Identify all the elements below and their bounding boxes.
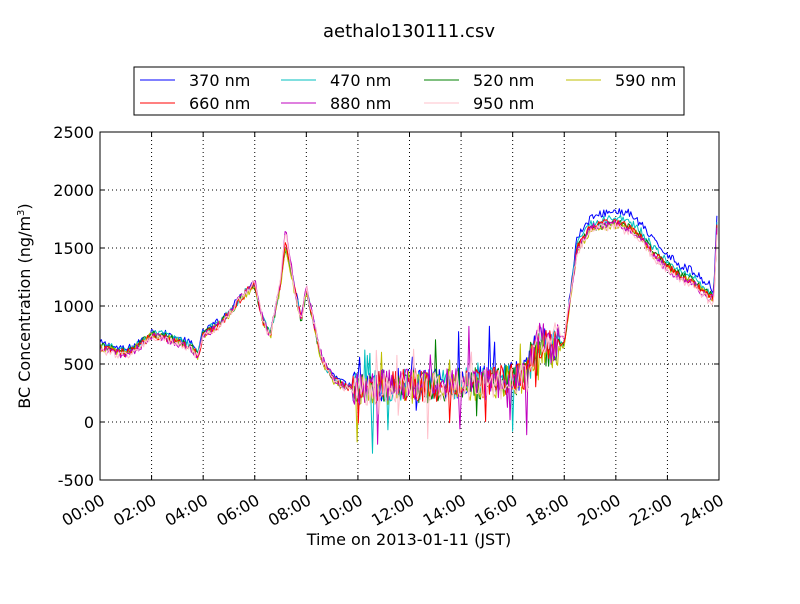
legend-box [133, 66, 685, 116]
ticks [99, 131, 720, 481]
series-layer [99, 208, 718, 454]
x-tick-labels: 00:00 02:00 04:00 06:00 08:00 10:00 12:00 14:00… [59, 490, 727, 530]
x-tick-label: 06:00 [213, 490, 262, 530]
y-tick-label: -500 [58, 471, 94, 490]
y-axis-label-superscript: 3 [16, 210, 27, 216]
y-tick-label: 2500 [53, 123, 94, 142]
x-tick-label: 18:00 [523, 490, 572, 530]
legend-label: 660 nm [189, 94, 250, 113]
legend-label: 520 nm [473, 71, 534, 90]
y-tick-label: 2000 [53, 181, 94, 200]
series-line [99, 208, 718, 411]
x-axis-label: Time on 2013-01-11 (JST) [306, 530, 511, 549]
legend-label: 950 nm [473, 94, 534, 113]
x-tick-label: 00:00 [59, 490, 108, 530]
series-line [99, 222, 718, 440]
y-axis-label: BC Concentration (ng/m3) [15, 203, 34, 408]
legend-label: 370 nm [189, 71, 250, 90]
series-line [99, 214, 718, 454]
y-tick-labels: -500 0 500 1000 1500 2000 2500 [53, 123, 94, 490]
series-line [99, 220, 718, 445]
grid [100, 132, 719, 480]
x-tick-label: 10:00 [316, 490, 365, 530]
series-line [99, 222, 718, 443]
x-tick-label: 04:00 [162, 490, 211, 530]
legend-label: 880 nm [330, 94, 391, 113]
chart-title: aethalo130111.csv [323, 21, 495, 42]
y-tick-label: 500 [63, 355, 94, 374]
x-tick-label: 12:00 [368, 490, 417, 530]
x-tick-label: 14:00 [420, 490, 469, 530]
x-tick-label: 20:00 [574, 490, 623, 530]
x-tick-label: 08:00 [265, 490, 314, 530]
legend: 370 nm 470 nm 520 nm 590 nm 660 nm 880 nm 950 … [133, 66, 685, 116]
x-tick-label: 24:00 [678, 490, 727, 530]
y-axis-label-close: ) [15, 203, 34, 209]
y-axis-label-main: BC Concentration (ng/m [15, 216, 34, 409]
y-tick-label: 1500 [53, 239, 94, 258]
legend-label: 590 nm [615, 71, 676, 90]
x-tick-label: 02:00 [110, 490, 159, 530]
x-tick-label: 16:00 [471, 490, 520, 530]
series-line [99, 219, 718, 424]
y-tick-label: 1000 [53, 297, 94, 316]
legend-label: 470 nm [330, 71, 391, 90]
y-tick-label: 0 [84, 413, 94, 432]
x-tick-label: 22:00 [626, 490, 675, 530]
